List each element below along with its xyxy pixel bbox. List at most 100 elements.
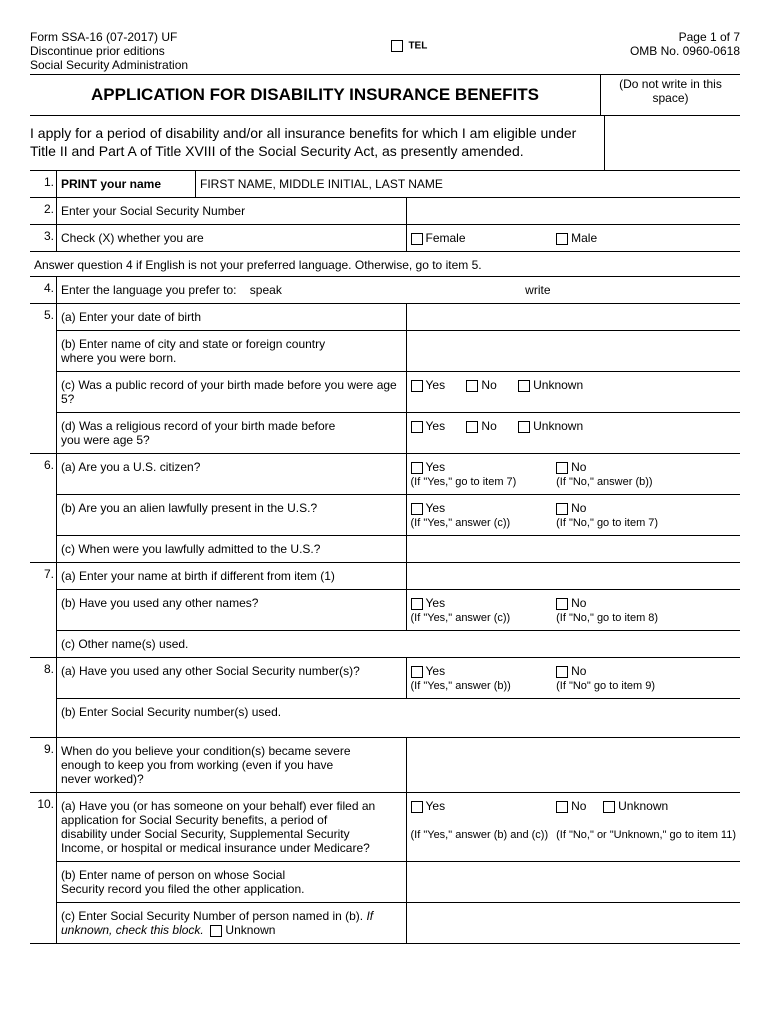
q4-cell: Enter the language you prefer to: speak …	[57, 277, 741, 304]
q8a-yes-checkbox[interactable]	[411, 666, 423, 678]
intro-text: I apply for a period of disability and/o…	[30, 116, 605, 170]
q8-num: 8.	[30, 658, 57, 738]
q7a-answer[interactable]	[406, 563, 740, 590]
q5d-opts: Yes No Unknown	[406, 413, 740, 454]
q2-answer[interactable]	[406, 198, 740, 225]
q8a-no-checkbox[interactable]	[556, 666, 568, 678]
q10b-text: (b) Enter name of person on whose Social…	[57, 862, 407, 903]
row-q8a: 8. (a) Have you used any other Social Se…	[30, 658, 740, 699]
row-q5d: (d) Was a religious record of your birth…	[30, 413, 740, 454]
page-number: Page 1 of 7	[630, 30, 740, 44]
tel-checkbox[interactable]	[391, 40, 403, 52]
q5b-answer[interactable]	[406, 331, 740, 372]
header-right: Page 1 of 7 OMB No. 0960-0618	[630, 30, 740, 72]
q10a-text: (a) Have you (or has someone on your beh…	[57, 793, 407, 862]
q9-answer[interactable]	[406, 738, 740, 793]
q7b-text: (b) Have you used any other names?	[57, 590, 407, 631]
q7b-no-checkbox[interactable]	[556, 598, 568, 610]
row-q5b: (b) Enter name of city and state or fore…	[30, 331, 740, 372]
header-center: TEL	[391, 30, 428, 72]
omb-number: OMB No. 0960-0618	[630, 44, 740, 58]
q1-hint: FIRST NAME, MIDDLE INITIAL, LAST NAME	[196, 171, 741, 198]
row-q3: 3. Check (X) whether you are Female Male	[30, 225, 740, 252]
row-q8b: (b) Enter Social Security number(s) used…	[30, 699, 740, 738]
q1-label: PRINT your name	[57, 171, 196, 198]
row-q1: 1. PRINT your name FIRST NAME, MIDDLE IN…	[30, 171, 740, 198]
female-checkbox[interactable]	[411, 233, 423, 245]
form-table: 1. PRINT your name FIRST NAME, MIDDLE IN…	[30, 171, 740, 944]
no-write-label: (Do not write in this space)	[601, 75, 740, 107]
q6-num: 6.	[30, 454, 57, 563]
q7b-yes-checkbox[interactable]	[411, 598, 423, 610]
q7c-text: (c) Other name(s) used.	[57, 631, 741, 658]
q5b-text: (b) Enter name of city and state or fore…	[57, 331, 407, 372]
q5d-unknown-checkbox[interactable]	[518, 421, 530, 433]
no-write-space: (Do not write in this space)	[601, 75, 740, 115]
q6c-answer[interactable]	[406, 536, 740, 563]
q3-female: Female	[406, 225, 552, 252]
q5-num: 5.	[30, 304, 57, 454]
q10c-cell: (c) Enter Social Security Number of pers…	[57, 903, 407, 944]
row-q7c: (c) Other name(s) used.	[30, 631, 740, 658]
q5c-text: (c) Was a public record of your birth ma…	[57, 372, 407, 413]
q3-num: 3.	[30, 225, 57, 252]
q7b-yes: Yes (If "Yes," answer (c))	[406, 590, 552, 631]
q10-num: 10.	[30, 793, 57, 944]
row-q6a: 6. (a) Are you a U.S. citizen? Yes (If "…	[30, 454, 740, 495]
q5c-opts: Yes No Unknown	[406, 372, 740, 413]
q10a-unknown-checkbox[interactable]	[603, 801, 615, 813]
q10a-no: No Unknown (If "No," or "Unknown," go to…	[552, 793, 740, 862]
row-q9: 9. When do you believe your condition(s)…	[30, 738, 740, 793]
q6a-no: No (If "No," answer (b))	[552, 454, 740, 495]
q5a-answer[interactable]	[406, 304, 740, 331]
header: Form SSA-16 (07-2017) UF Discontinue pri…	[30, 30, 740, 75]
q2-text: Enter your Social Security Number	[57, 198, 407, 225]
q4-num: 4.	[30, 277, 57, 304]
title-row: APPLICATION FOR DISABILITY INSURANCE BEN…	[30, 75, 740, 116]
form-number: Form SSA-16 (07-2017) UF	[30, 30, 188, 44]
q5d-text: (d) Was a religious record of your birth…	[57, 413, 407, 454]
q10a-no-checkbox[interactable]	[556, 801, 568, 813]
row-q6c: (c) When were you lawfully admitted to t…	[30, 536, 740, 563]
row-q10a: 10. (a) Have you (or has someone on your…	[30, 793, 740, 862]
q6b-text: (b) Are you an alien lawfully present in…	[57, 495, 407, 536]
q7-num: 7.	[30, 563, 57, 658]
header-left: Form SSA-16 (07-2017) UF Discontinue pri…	[30, 30, 188, 72]
row-q5c: (c) Was a public record of your birth ma…	[30, 372, 740, 413]
row-q10c: (c) Enter Social Security Number of pers…	[30, 903, 740, 944]
form-container: Form SSA-16 (07-2017) UF Discontinue pri…	[30, 30, 740, 944]
row-q6b: (b) Are you an alien lawfully present in…	[30, 495, 740, 536]
row-q5a: 5. (a) Enter your date of birth	[30, 304, 740, 331]
discontinue-note: Discontinue prior editions	[30, 44, 188, 58]
q5d-no-checkbox[interactable]	[466, 421, 478, 433]
q10b-answer[interactable]	[406, 862, 740, 903]
q5a-text: (a) Enter your date of birth	[57, 304, 407, 331]
q5c-unknown-checkbox[interactable]	[518, 380, 530, 392]
q10c-answer[interactable]	[406, 903, 740, 944]
q7a-text: (a) Enter your name at birth if differen…	[57, 563, 407, 590]
q5c-yes-checkbox[interactable]	[411, 380, 423, 392]
q3-text: Check (X) whether you are	[57, 225, 407, 252]
tel-label: TEL	[408, 41, 427, 52]
q8b-text: (b) Enter Social Security number(s) used…	[57, 699, 741, 738]
q10c-unknown-checkbox[interactable]	[210, 925, 222, 937]
q10a-yes: Yes (If "Yes," answer (b) and (c))	[406, 793, 552, 862]
q6a-yes-checkbox[interactable]	[411, 462, 423, 474]
agency-name: Social Security Administration	[30, 58, 188, 72]
q5d-yes-checkbox[interactable]	[411, 421, 423, 433]
q6a-no-checkbox[interactable]	[556, 462, 568, 474]
q6c-text: (c) When were you lawfully admitted to t…	[57, 536, 407, 563]
row-instr4: Answer question 4 if English is not your…	[30, 252, 740, 277]
row-q7a: 7. (a) Enter your name at birth if diffe…	[30, 563, 740, 590]
q6b-no: No (If "No," go to item 7)	[552, 495, 740, 536]
q9-text: When do you believe your condition(s) be…	[57, 738, 407, 793]
q10a-yes-checkbox[interactable]	[411, 801, 423, 813]
q1-num: 1.	[30, 171, 57, 198]
q6a-yes: Yes (If "Yes," go to item 7)	[406, 454, 552, 495]
intro-blank	[605, 116, 740, 170]
q5c-no-checkbox[interactable]	[466, 380, 478, 392]
row-q10b: (b) Enter name of person on whose Social…	[30, 862, 740, 903]
male-checkbox[interactable]	[556, 233, 568, 245]
q6b-yes-checkbox[interactable]	[411, 503, 423, 515]
q6b-no-checkbox[interactable]	[556, 503, 568, 515]
